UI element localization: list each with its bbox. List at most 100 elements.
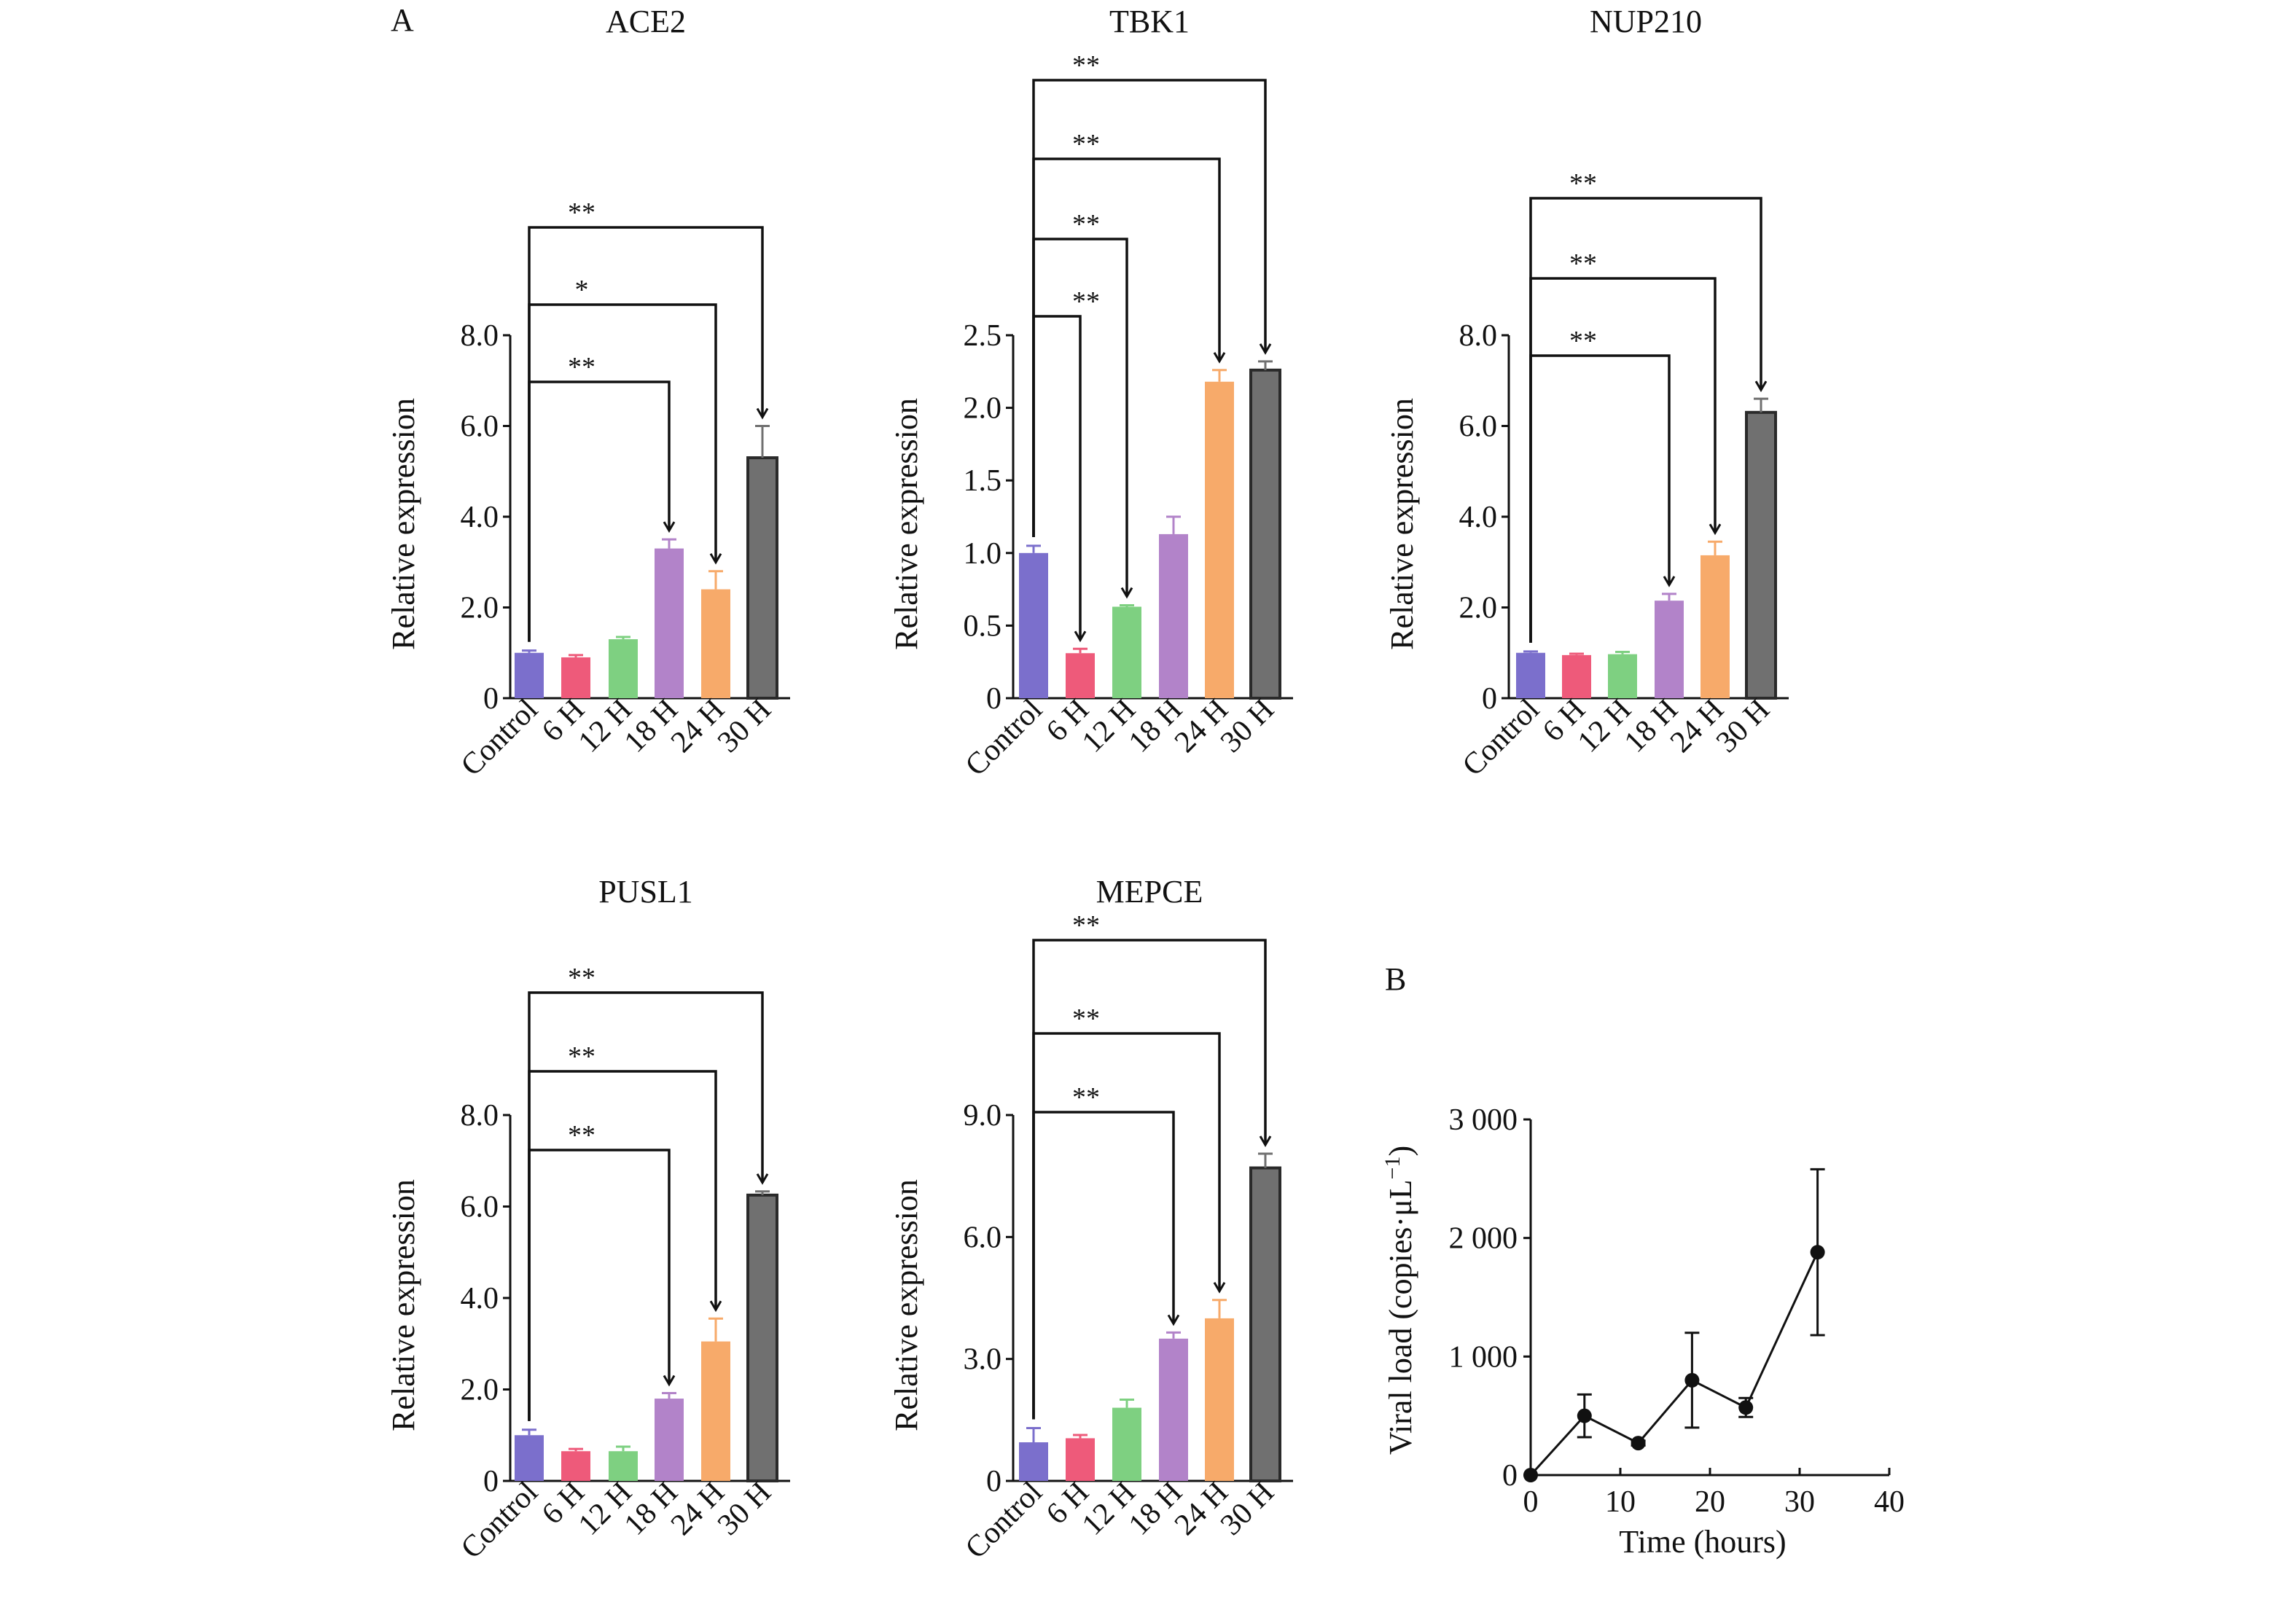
significance-arrowhead	[1213, 352, 1226, 364]
significance-bracket	[528, 1070, 717, 1421]
bar-1	[1066, 653, 1095, 698]
bar-1	[1562, 654, 1591, 698]
y-tick-label: 0	[483, 1465, 499, 1498]
y-tick-label: 1 000	[1449, 1340, 1518, 1374]
chart-title: MEPCE	[1096, 874, 1203, 910]
x-tick-label: 0	[1523, 1485, 1539, 1519]
significance-arrowhead	[756, 407, 769, 420]
y-axis-label-suffix: )	[1383, 1146, 1418, 1157]
bar-4	[701, 1341, 730, 1481]
x-tick-label: Control	[1456, 693, 1546, 783]
significance-label: **	[568, 1041, 596, 1072]
bar-5	[746, 456, 778, 700]
significance-bracket	[1032, 939, 1267, 1420]
x-tick-label: Control	[959, 693, 1049, 783]
significance-bracket	[528, 1149, 671, 1421]
significance-arrowhead	[1120, 587, 1133, 599]
charts-group: ACE2 0 2.0 4.0 6.0 8.0 Relative expression Cont…	[386, 4, 1905, 1565]
bar-chart-nup210: NUP210 0 2.0 4.0 6.0 8.0 Relative expression Co…	[1384, 4, 1789, 783]
bar-chart-tbk1: TBK1 0 0.5 1.0 1.5 2.0 2.5 Relative expression C…	[889, 4, 1293, 783]
significance-bracket	[1032, 1111, 1175, 1420]
bar-4	[701, 589, 730, 698]
x-tick-label: Control	[455, 1476, 544, 1565]
significance-arrowhead	[1074, 630, 1087, 643]
y-tick-label: 6.0	[1459, 410, 1498, 444]
y-tick-label: 4.0	[461, 1282, 499, 1315]
y-tick-label: 2.5	[964, 319, 1002, 353]
x-tick-label: 30	[1784, 1485, 1815, 1519]
bar-2	[1608, 654, 1637, 698]
x-axis-label: Time (hours)	[1619, 1524, 1786, 1560]
y-tick-label: 6.0	[461, 1191, 499, 1224]
y-tick-label: 6.0	[461, 410, 499, 444]
bar-3	[1159, 1338, 1188, 1481]
line-chart-viral-load: 0 1 000 2 000 3 000 0 10 20 30 40 Time (hours) Vir…	[1381, 1103, 1905, 1560]
chart-title: TBK1	[1109, 4, 1190, 39]
significance-label: **	[1072, 129, 1100, 160]
x-tick-label: 30 H	[711, 693, 778, 759]
y-tick-label: 3.0	[964, 1343, 1002, 1377]
bar-5	[1249, 1166, 1281, 1482]
data-point	[1810, 1245, 1825, 1260]
bar-0	[1019, 552, 1048, 698]
bar-2	[609, 1451, 638, 1481]
significance-bracket	[528, 226, 764, 642]
bar-2	[1112, 606, 1141, 698]
bar-0	[1516, 652, 1545, 698]
y-axis-label: Relative expression	[889, 398, 924, 650]
y-tick-label: 8.0	[461, 1099, 499, 1133]
y-tick-label: 0.5	[964, 609, 1002, 643]
x-tick-label: 30 H	[1214, 1476, 1281, 1542]
significance-bracket	[528, 380, 671, 642]
significance-arrowhead	[1709, 523, 1722, 536]
significance-label: **	[1072, 1004, 1100, 1034]
y-axis-label-superscript: −1	[1381, 1157, 1405, 1180]
y-tick-label: 4.0	[1459, 501, 1498, 534]
x-tick-label: 10	[1605, 1485, 1636, 1519]
y-tick-label: 0	[1482, 682, 1497, 716]
chart-title: PUSL1	[598, 874, 693, 910]
x-tick-label: Control	[959, 1476, 1049, 1565]
significance-label: **	[1072, 209, 1100, 240]
significance-label: **	[1569, 168, 1597, 199]
x-tick-label: 20	[1695, 1485, 1725, 1519]
bar-chart-ace2: ACE2 0 2.0 4.0 6.0 8.0 Relative expression Cont…	[386, 4, 790, 783]
panel-label-b: B	[1385, 961, 1406, 997]
bar-1	[561, 1451, 590, 1481]
x-tick-label: Control	[455, 693, 544, 783]
x-tick-label: 30 H	[1710, 693, 1776, 759]
y-tick-label: 0	[483, 682, 499, 716]
significance-label: **	[1072, 910, 1100, 941]
series-line	[1529, 1251, 1819, 1477]
y-axis-label: Relative expression	[386, 1179, 421, 1431]
significance-label: **	[1072, 286, 1100, 317]
bar-0	[515, 1435, 544, 1481]
bar-4	[1700, 555, 1730, 698]
y-axis-label: Relative expression	[1384, 398, 1420, 650]
bar-0	[515, 652, 544, 698]
bar-1	[561, 657, 590, 698]
data-point	[1577, 1408, 1592, 1423]
y-tick-label: 2.0	[461, 592, 499, 625]
y-tick-label: 6.0	[964, 1221, 1002, 1254]
significance-arrowhead	[1259, 343, 1272, 355]
bar-1	[1066, 1438, 1095, 1481]
y-tick-label: 2.0	[461, 1374, 499, 1407]
bar-0	[1019, 1442, 1048, 1481]
significance-label: **	[568, 352, 596, 383]
bar-3	[655, 548, 684, 698]
significance-arrowhead	[1259, 1135, 1272, 1147]
significance-label: **	[1569, 326, 1597, 356]
bar-4	[1205, 1318, 1234, 1481]
significance-bracket	[1529, 277, 1717, 643]
significance-bracket	[528, 991, 764, 1421]
significance-bracket	[528, 303, 717, 642]
chart-title: NUP210	[1590, 4, 1702, 39]
significance-arrowhead	[756, 1173, 769, 1185]
significance-arrowhead	[663, 521, 676, 533]
significance-arrowhead	[709, 552, 722, 565]
bar-3	[1655, 601, 1684, 698]
significance-arrowhead	[1663, 576, 1676, 587]
bar-5	[746, 1193, 778, 1482]
